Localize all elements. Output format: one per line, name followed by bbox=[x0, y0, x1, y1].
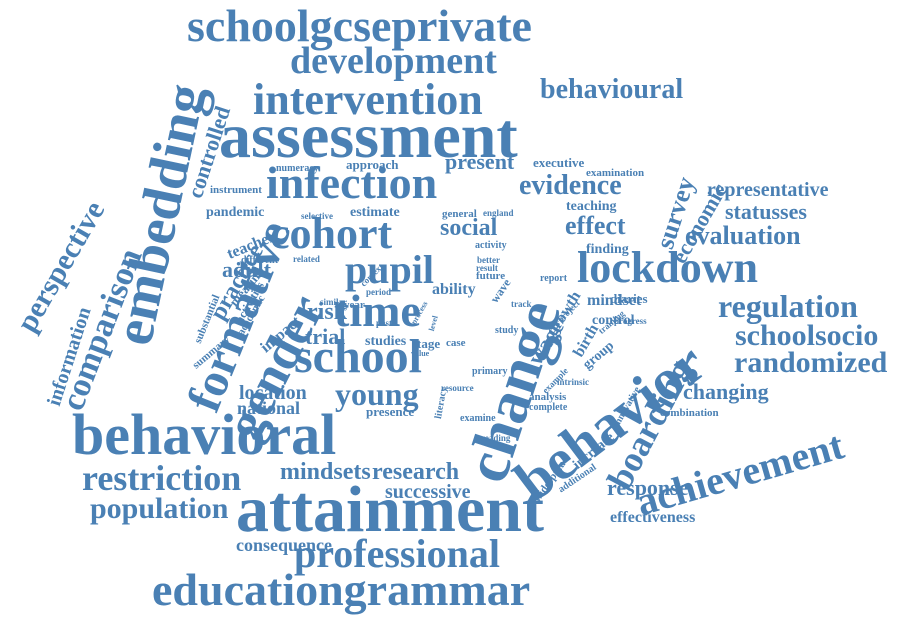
word-similar: similar bbox=[320, 297, 347, 307]
word-behavioral: behavioral bbox=[72, 402, 337, 467]
word-schoolsocio: schoolsocio bbox=[735, 319, 879, 352]
word-randomized: randomized bbox=[734, 346, 888, 379]
word-resource: resource bbox=[441, 383, 474, 393]
word-risk: risk bbox=[307, 299, 348, 325]
word-response: response bbox=[607, 475, 689, 500]
word-statusses: statusses bbox=[725, 199, 807, 224]
word-educationgrammar: educationgrammar bbox=[152, 564, 531, 615]
word-past: past bbox=[376, 318, 393, 328]
word-selective: selective bbox=[301, 211, 333, 221]
word-national: national bbox=[237, 398, 301, 418]
word-value: value bbox=[411, 349, 430, 358]
word-progress: progress bbox=[614, 316, 647, 326]
word-mindsets: mindsets bbox=[280, 459, 371, 485]
word-complete: complete bbox=[529, 402, 568, 413]
word-social: social bbox=[440, 215, 498, 241]
word-attainment: attainment bbox=[236, 473, 544, 546]
word-numeracy: numeracy bbox=[276, 163, 319, 174]
word-assessment: assessment bbox=[219, 100, 518, 171]
word-ability: ability bbox=[432, 281, 476, 298]
word-study: study bbox=[495, 325, 519, 336]
word-effectiveness: effectiveness bbox=[610, 509, 696, 526]
word-england: england bbox=[483, 208, 514, 218]
word-adult: adult bbox=[222, 257, 271, 282]
word-evidence: evidence bbox=[519, 170, 622, 201]
word-diaries: diaries bbox=[610, 291, 648, 306]
word-control: control bbox=[592, 313, 635, 328]
word-presence: presence bbox=[366, 404, 415, 419]
word-estimate: estimate bbox=[350, 205, 400, 220]
word-analysis: analysis bbox=[529, 391, 567, 403]
word-combination: combination bbox=[660, 407, 719, 419]
word-regulation: regulation bbox=[718, 288, 858, 324]
word-reading: reading bbox=[481, 433, 511, 443]
word-teaching: teaching bbox=[566, 199, 617, 214]
word-professional: professional bbox=[294, 531, 500, 576]
word-stage: stage bbox=[412, 336, 441, 351]
word-different: different bbox=[241, 255, 279, 266]
word-related: related bbox=[293, 254, 320, 264]
word-intervention: intervention bbox=[253, 75, 483, 124]
word-activity: activity bbox=[475, 240, 507, 251]
word-population: population bbox=[90, 492, 229, 525]
word-track: track bbox=[511, 299, 532, 309]
word-restriction: restriction bbox=[82, 458, 242, 498]
word-present: present bbox=[445, 149, 515, 174]
word-effect: effect bbox=[565, 211, 626, 240]
word-general: general bbox=[442, 208, 477, 220]
word-examination: examination bbox=[586, 167, 645, 179]
word-pandemic: pandemic bbox=[206, 205, 265, 220]
word-studies: studies bbox=[365, 334, 407, 349]
word-pupil: pupil bbox=[345, 247, 434, 292]
word-evaluation: evaluation bbox=[685, 221, 801, 250]
word-level: level bbox=[427, 314, 440, 333]
word-case: case bbox=[446, 337, 466, 349]
word-development: development bbox=[290, 40, 497, 82]
word-research: research bbox=[372, 459, 460, 485]
word-future: future bbox=[476, 270, 506, 282]
word-schoolgcseprivate: schoolgcseprivate bbox=[187, 0, 532, 51]
word-period: period bbox=[366, 287, 392, 297]
word-infection: infection bbox=[266, 157, 438, 208]
word-literacy: literacy bbox=[433, 386, 450, 420]
word-time: time bbox=[334, 285, 421, 336]
word-lockdown: lockdown bbox=[577, 243, 758, 292]
word-consequence: consequence bbox=[236, 535, 332, 555]
word-cohort: cohort bbox=[270, 209, 393, 258]
word-approach: approach bbox=[346, 157, 399, 172]
word-successive: successive bbox=[385, 481, 471, 503]
word-trial: trial bbox=[305, 324, 346, 349]
word-behavioural: behavioural bbox=[540, 74, 684, 105]
word-result: result bbox=[476, 263, 498, 273]
word-examine: examine bbox=[460, 413, 496, 424]
word-year: year bbox=[344, 299, 365, 311]
word-report: report bbox=[540, 273, 568, 284]
word-intrinsic: intrinsic bbox=[557, 377, 590, 387]
word-executive: executive bbox=[533, 155, 585, 170]
word-changing: changing bbox=[683, 379, 769, 404]
word-young: young bbox=[335, 376, 419, 412]
word-representative: representative bbox=[707, 179, 829, 201]
word-primary: primary bbox=[472, 366, 508, 377]
word-instrument: instrument bbox=[210, 184, 262, 196]
word-mindset: mindset bbox=[587, 292, 642, 309]
word-location: location bbox=[239, 382, 307, 404]
word-school: school bbox=[294, 330, 423, 383]
word-achievement: achievement bbox=[631, 422, 849, 525]
word-finding: finding bbox=[586, 242, 629, 257]
word-better: better bbox=[477, 255, 500, 265]
